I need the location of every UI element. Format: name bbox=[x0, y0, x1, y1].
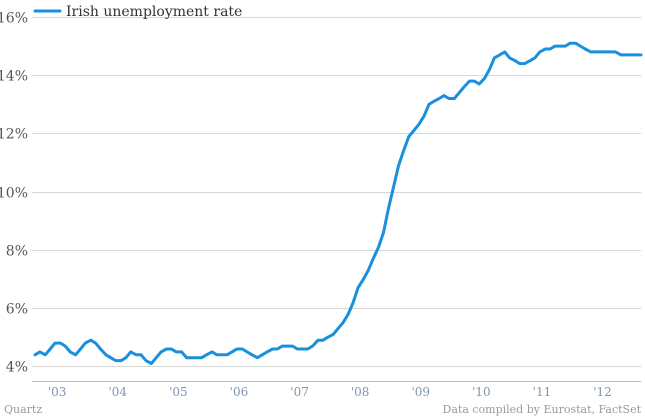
x-tick-label: '04 bbox=[108, 385, 127, 399]
y-tick-label: 4% bbox=[6, 360, 28, 376]
x-tick-label: '03 bbox=[48, 385, 67, 399]
y-tick-label: 6% bbox=[6, 302, 28, 318]
y-tick-label: 16% bbox=[0, 11, 28, 27]
x-tick-label: '06 bbox=[230, 385, 249, 399]
x-tick-label: '05 bbox=[169, 385, 188, 399]
x-tick-label: '08 bbox=[351, 385, 370, 399]
y-tick-label: 8% bbox=[6, 244, 28, 260]
y-axis-tick-labels: 4% 6% 8% 10% 12% 14% 16% bbox=[0, 11, 28, 376]
legend: Irish unemployment rate bbox=[33, 4, 242, 20]
x-tick-label: '07 bbox=[290, 385, 309, 399]
y-tick-label: 10% bbox=[0, 186, 28, 202]
series-line bbox=[33, 41, 643, 365]
y-tick-label: 12% bbox=[0, 127, 28, 143]
x-tick-label: '12 bbox=[593, 385, 612, 399]
x-tick-label: '09 bbox=[411, 385, 430, 399]
x-tick-label: '10 bbox=[472, 385, 491, 399]
y-tick-label: 14% bbox=[0, 69, 28, 85]
x-axis-tick-labels: '03 '04 '05 '06 '07 '08 '09 '10 '11 '12 bbox=[48, 385, 612, 399]
grid-lines bbox=[32, 17, 641, 367]
x-tick-label: '11 bbox=[533, 385, 552, 399]
series-lines bbox=[33, 41, 643, 365]
footer-source: Data compiled by Eurostat, FactSet bbox=[443, 403, 642, 416]
footer-brand: Quartz bbox=[4, 403, 42, 416]
legend-label: Irish unemployment rate bbox=[66, 4, 242, 20]
